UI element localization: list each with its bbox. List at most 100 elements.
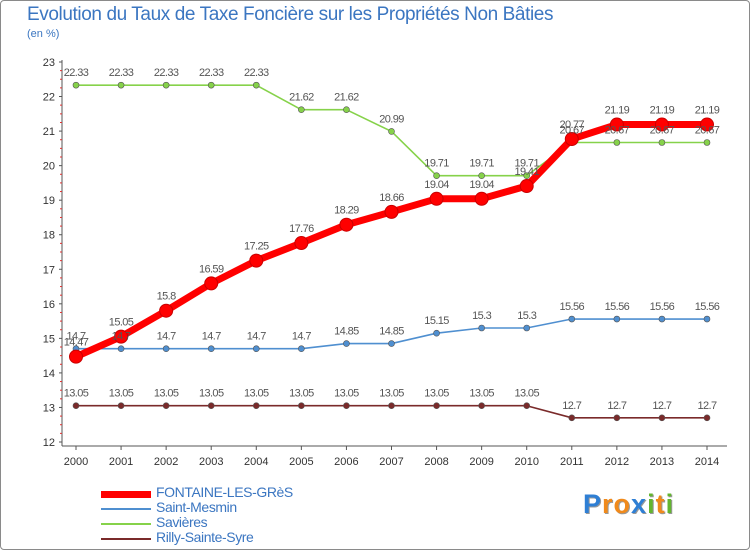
data-label: 21.19: [650, 105, 675, 117]
legend-swatch: [101, 508, 151, 510]
data-point: [568, 315, 576, 323]
data-point: [162, 81, 170, 89]
data-point: [298, 402, 305, 410]
data-label: 20.77: [560, 119, 585, 131]
data-point: [703, 139, 711, 146]
data-label: 12.7: [697, 400, 716, 412]
logo-letter: P: [583, 489, 603, 519]
y-tick-label: 19: [43, 195, 55, 207]
data-point: [249, 253, 264, 268]
data-label: 22.33: [244, 67, 269, 79]
data-label: 14.7: [202, 331, 221, 343]
data-point: [72, 402, 80, 410]
data-label: 15.56: [650, 301, 675, 313]
data-point: [478, 402, 485, 410]
series-layer: [69, 81, 714, 422]
data-point: [613, 414, 621, 422]
data-label: 13.05: [334, 388, 359, 400]
data-label: 20.67: [560, 124, 585, 136]
x-tick-label: 2006: [334, 456, 358, 468]
data-label: 22.33: [64, 67, 89, 79]
data-point: [343, 402, 350, 410]
data-point: [117, 81, 125, 89]
data-label: 19.04: [469, 179, 494, 191]
data-label: 15.56: [560, 301, 585, 313]
data-point: [388, 402, 395, 410]
data-label: 18.29: [334, 205, 359, 217]
y-tick-label: 20: [43, 161, 55, 173]
data-point: [343, 106, 350, 113]
data-label: 14.85: [379, 326, 404, 338]
data-point: [114, 329, 129, 344]
data-point: [613, 139, 621, 146]
data-point: [159, 303, 174, 318]
logo-letter: r: [602, 489, 614, 519]
data-point: [207, 402, 215, 410]
data-label: 17.25: [244, 241, 269, 253]
data-point: [613, 315, 621, 323]
data-point: [568, 414, 576, 422]
data-label: 13.05: [64, 388, 89, 400]
data-label: 12.7: [652, 400, 671, 412]
y-tick-label: 15: [43, 333, 55, 345]
data-point: [654, 117, 669, 132]
data-label: 13.05: [379, 388, 404, 400]
x-tick-label: 2007: [379, 456, 403, 468]
x-tick-label: 2012: [605, 456, 629, 468]
y-tick-label: 16: [43, 299, 55, 311]
logo-letter: t: [655, 489, 666, 519]
data-label: 17.76: [289, 223, 314, 235]
axes: 12 13 14 15 16 17 18 19 20 21 22 23 2000 2001 2002 2003…: [43, 57, 727, 468]
data-label: 15.3: [472, 310, 491, 322]
x-tick-label: 2010: [514, 456, 538, 468]
data-point: [564, 132, 579, 147]
y-tick-label: 22: [43, 92, 55, 104]
logo-letter: i: [647, 489, 656, 519]
data-label: 14.7: [157, 331, 176, 343]
data-label: 13.05: [109, 388, 134, 400]
data-point: [339, 217, 354, 232]
data-label: 14.7: [247, 331, 266, 343]
data-label: 15.15: [424, 315, 449, 327]
y-tick-label: 18: [43, 230, 55, 242]
data-point: [162, 345, 170, 353]
data-label: 20.99: [379, 113, 404, 125]
data-label: 15.8: [157, 291, 176, 303]
x-tick-label: 2008: [424, 456, 448, 468]
x-tick-label: 2014: [695, 456, 719, 468]
data-point: [252, 345, 260, 353]
data-point: [252, 81, 260, 89]
data-point: [523, 172, 531, 179]
data-label: 14.85: [334, 326, 359, 338]
x-tick-label: 2001: [109, 456, 133, 468]
data-label: 14.7: [292, 331, 311, 343]
data-point: [658, 315, 666, 323]
data-labels: 13.05 13.05 13.05 13.05 13.05 13.05 13.05 13.05…: [64, 67, 721, 412]
legend-label: FONTAINE-LES-GRèS: [156, 484, 293, 500]
data-label: 22.33: [199, 67, 224, 79]
data-point: [298, 106, 305, 113]
data-label: 14.7: [112, 331, 131, 343]
data-point: [433, 329, 440, 337]
data-label: 16.59: [199, 263, 224, 275]
data-label: 21.62: [334, 92, 359, 104]
data-point: [519, 179, 534, 194]
y-tick-label: 21: [43, 126, 55, 138]
data-label: 20.67: [695, 124, 720, 136]
y-tick-label: 12: [43, 437, 55, 449]
y-tick-label: 14: [43, 368, 55, 380]
data-point: [384, 204, 399, 219]
data-label: 15.56: [605, 301, 630, 313]
x-tick-label: 2004: [244, 456, 268, 468]
data-point: [478, 172, 485, 179]
data-point: [388, 128, 395, 135]
legend-swatch: [101, 490, 151, 498]
data-point: [343, 340, 350, 347]
data-point: [523, 324, 531, 332]
legend-swatch: [101, 538, 151, 540]
x-tick-label: 2013: [650, 456, 674, 468]
data-label: 19.71: [424, 158, 449, 170]
data-point: [162, 402, 170, 410]
data-label: 19.41: [514, 166, 539, 178]
